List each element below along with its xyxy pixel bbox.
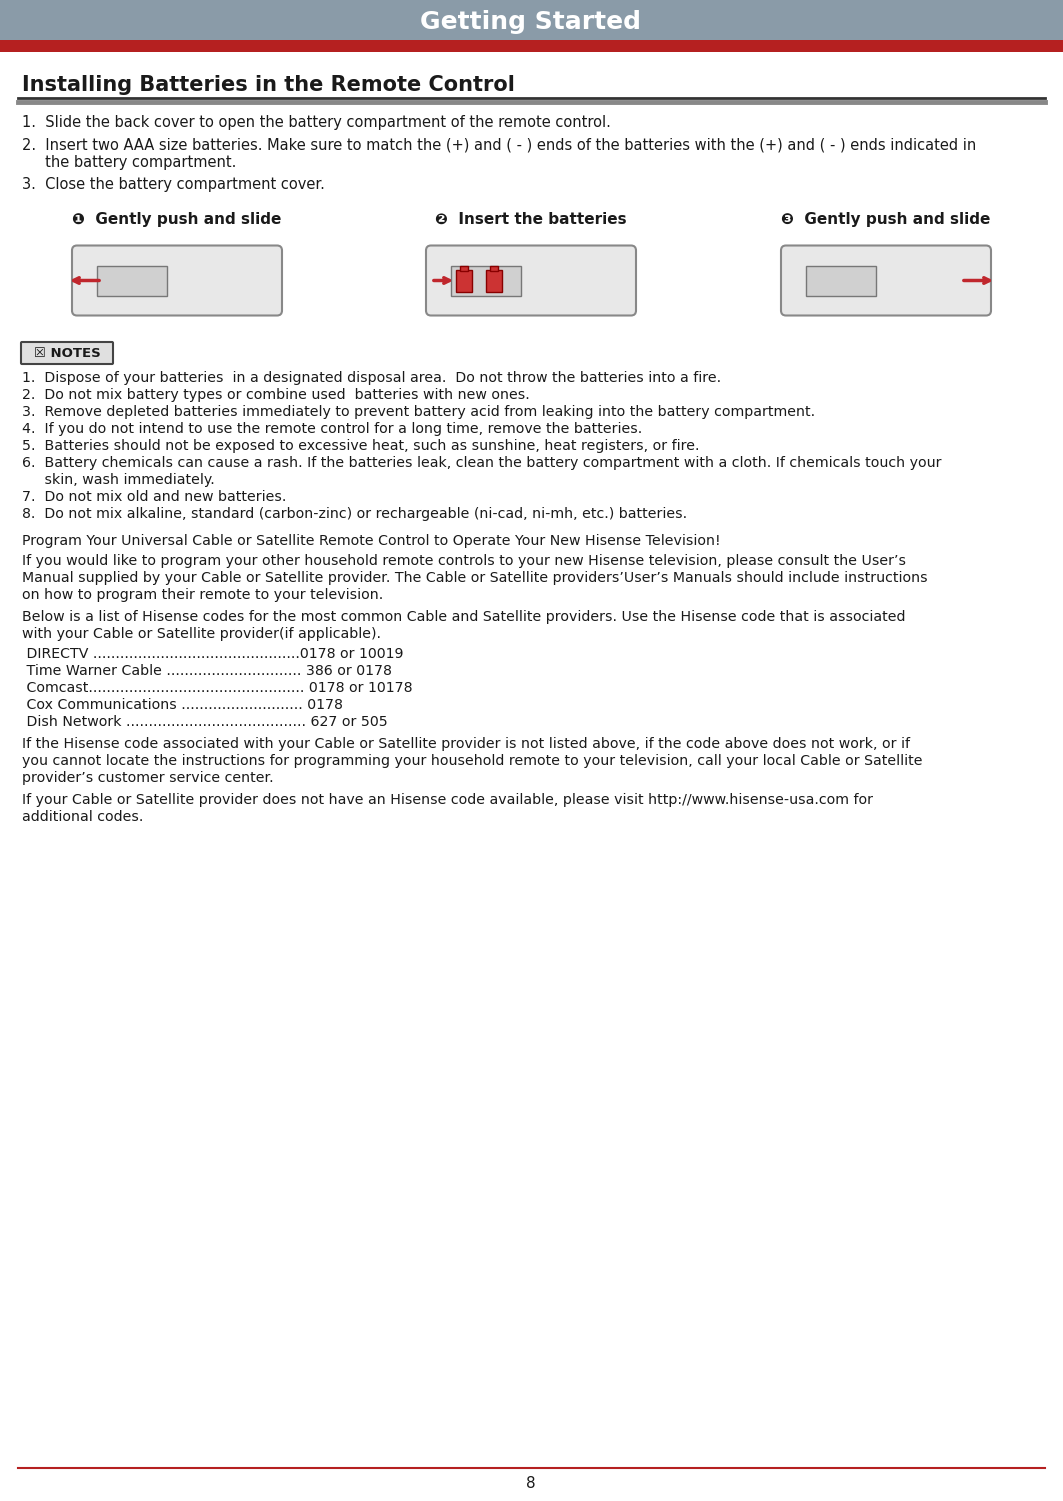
Text: 5.  Batteries should not be exposed to excessive heat, such as sunshine, heat re: 5. Batteries should not be exposed to ex… [22, 438, 699, 453]
Text: 4.  If you do not intend to use the remote control for a long time, remove the b: 4. If you do not intend to use the remot… [22, 422, 642, 435]
Text: Dish Network ........................................ 627 or 505: Dish Network ...........................… [22, 714, 388, 729]
Text: 1.  Dispose of your batteries  in a designated disposal area.  Do not throw the : 1. Dispose of your batteries in a design… [22, 371, 721, 384]
Text: ☒ NOTES: ☒ NOTES [34, 347, 100, 360]
Text: 2.  Do not mix battery types or combine used  batteries with new ones.: 2. Do not mix battery types or combine u… [22, 387, 529, 402]
FancyBboxPatch shape [21, 342, 113, 365]
Bar [97, 266, 167, 296]
Text: 3.  Remove depleted batteries immediately to prevent battery acid from leaking i: 3. Remove depleted batteries immediately… [22, 405, 815, 419]
Text: Getting Started: Getting Started [421, 11, 641, 35]
Text: Program Your Universal Cable or Satellite Remote Control to Operate Your New His: Program Your Universal Cable or Satellit… [22, 534, 721, 548]
Bar [486, 270, 502, 291]
Text: Comcast................................................ 0178 or 10178: Comcast.................................… [22, 681, 412, 695]
Text: Cox Communications ........................... 0178: Cox Communications .....................… [22, 698, 343, 711]
Bar [451, 266, 521, 296]
FancyBboxPatch shape [426, 246, 636, 315]
Text: Below is a list of Hisense codes for the most common Cable and Satellite provide: Below is a list of Hisense codes for the… [22, 609, 906, 624]
Text: 2.  Insert two AAA size batteries. Make sure to match the (+) and ( - ) ends of : 2. Insert two AAA size batteries. Make s… [22, 137, 976, 152]
Text: skin, wash immediately.: skin, wash immediately. [22, 473, 215, 486]
Text: ❶  Gently push and slide: ❶ Gently push and slide [72, 212, 282, 227]
Text: If you would like to program your other household remote controls to your new Hi: If you would like to program your other … [22, 554, 906, 567]
Bar [460, 266, 468, 270]
FancyBboxPatch shape [781, 246, 991, 315]
Bar [490, 266, 497, 270]
Text: 1.  Slide the back cover to open the battery compartment of the remote control.: 1. Slide the back cover to open the batt… [22, 116, 611, 131]
Text: 8: 8 [526, 1477, 536, 1492]
Text: the battery compartment.: the battery compartment. [22, 155, 236, 170]
Text: additional codes.: additional codes. [22, 811, 144, 824]
Text: Installing Batteries in the Remote Control: Installing Batteries in the Remote Contr… [22, 75, 514, 95]
Text: DIRECTV ..............................................0178 or 10019: DIRECTV ................................… [22, 647, 404, 660]
Text: Time Warner Cable .............................. 386 or 0178: Time Warner Cable ......................… [22, 663, 392, 678]
Bar [806, 266, 876, 296]
Text: If your Cable or Satellite provider does not have an Hisense code available, ple: If your Cable or Satellite provider does… [22, 793, 873, 808]
Text: If the Hisense code associated with your Cable or Satellite provider is not list: If the Hisense code associated with your… [22, 737, 910, 750]
Text: ❸  Gently push and slide: ❸ Gently push and slide [781, 212, 991, 227]
Bar [0, 41, 1063, 53]
Text: 8.  Do not mix alkaline, standard (carbon-zinc) or rechargeable (ni-cad, ni-mh, : 8. Do not mix alkaline, standard (carbon… [22, 507, 687, 521]
Text: with your Cable or Satellite provider(if applicable).: with your Cable or Satellite provider(if… [22, 627, 381, 641]
Text: Manual supplied by your Cable or Satellite provider. The Cable or Satellite prov: Manual supplied by your Cable or Satelli… [22, 570, 928, 585]
Text: you cannot locate the instructions for programming your household remote to your: you cannot locate the instructions for p… [22, 754, 923, 769]
FancyBboxPatch shape [72, 246, 282, 315]
Text: provider’s customer service center.: provider’s customer service center. [22, 772, 273, 785]
Text: 6.  Battery chemicals can cause a rash. If the batteries leak, clean the battery: 6. Battery chemicals can cause a rash. I… [22, 456, 942, 470]
Bar [456, 270, 472, 291]
Bar [0, 0, 1063, 53]
Text: 7.  Do not mix old and new batteries.: 7. Do not mix old and new batteries. [22, 489, 286, 504]
Text: on how to program their remote to your television.: on how to program their remote to your t… [22, 588, 384, 602]
Text: ❷  Insert the batteries: ❷ Insert the batteries [435, 212, 627, 227]
Text: 3.  Close the battery compartment cover.: 3. Close the battery compartment cover. [22, 177, 325, 192]
